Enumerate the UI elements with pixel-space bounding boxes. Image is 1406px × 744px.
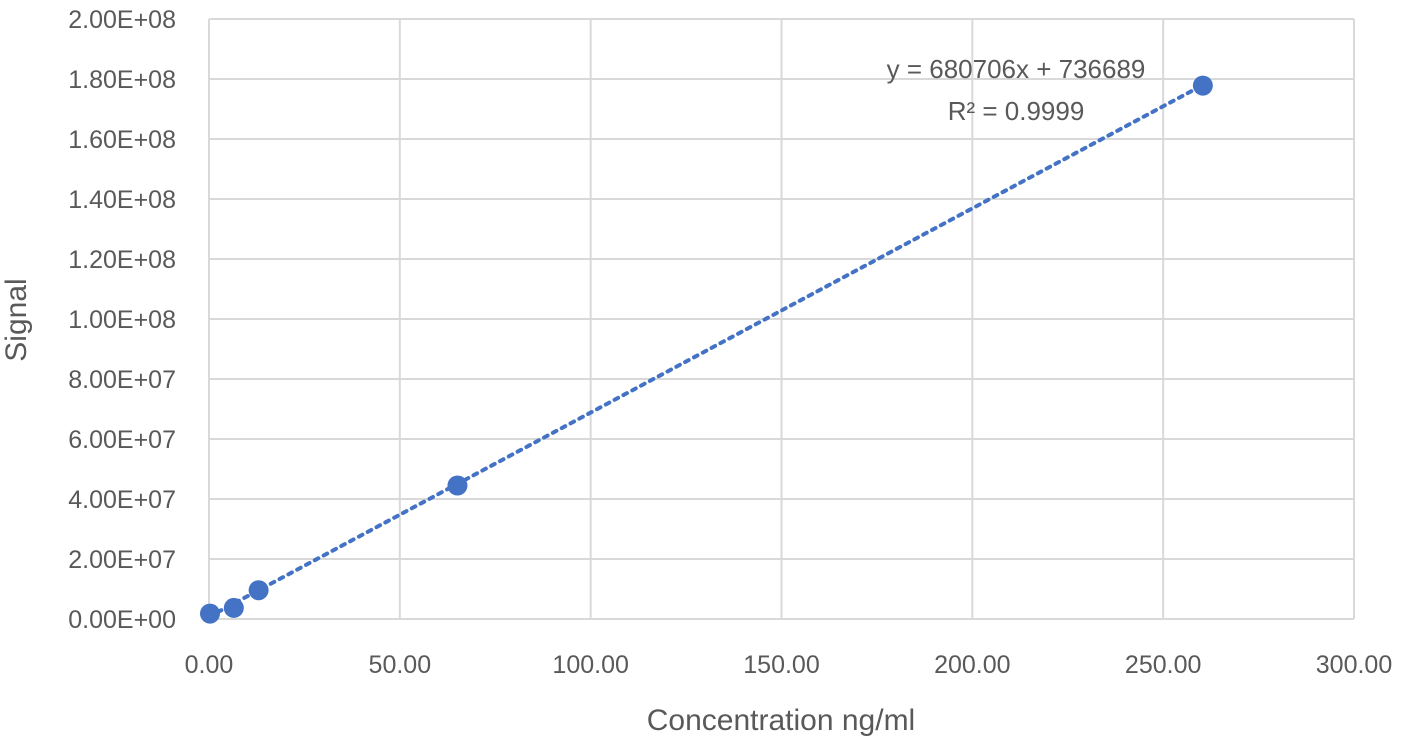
tick-labels: 0.00E+00 2.00E+07 4.00E+07 6.00E+07 8.00E+07… [68, 6, 1392, 679]
y-axis-title: Signal [0, 278, 33, 361]
y-tick-label: 1.40E+08 [68, 186, 176, 214]
y-tick-label: 1.00E+08 [68, 306, 176, 334]
x-tick-label: 100.00 [552, 651, 628, 679]
data-point [248, 580, 269, 601]
data-point [1192, 75, 1213, 96]
x-axis-title: Concentration ng/ml [647, 704, 915, 737]
x-tick-label: 50.00 [369, 651, 432, 679]
y-tick-label: 1.80E+08 [68, 66, 176, 94]
y-tick-label: 4.00E+07 [68, 486, 176, 514]
y-tick-label: 6.00E+07 [68, 426, 176, 454]
trendline-group [207, 83, 1205, 619]
trendline-equation: y = 680706x + 736689 [887, 54, 1146, 84]
trendline-r-squared: R² = 0.9999 [948, 96, 1085, 126]
y-tick-label: 1.20E+08 [68, 246, 176, 274]
data-point [447, 475, 468, 496]
y-tick-label: 1.60E+08 [68, 126, 176, 154]
data-points [199, 75, 1213, 624]
data-point [199, 603, 220, 624]
gridlines [209, 18, 1355, 619]
y-tick-label: 8.00E+07 [68, 366, 176, 394]
y-tick-label: 0.00E+00 [68, 606, 176, 634]
x-tick-label: 250.00 [1125, 651, 1201, 679]
x-tick-label: 300.00 [1316, 651, 1392, 679]
trendline [207, 83, 1205, 619]
y-tick-label: 2.00E+08 [68, 6, 176, 34]
x-tick-label: 0.00 [185, 651, 234, 679]
data-point [223, 597, 244, 618]
x-tick-label: 200.00 [934, 651, 1010, 679]
x-tick-label: 150.00 [743, 651, 819, 679]
y-tick-label: 2.00E+07 [68, 546, 176, 574]
axes [208, 19, 1354, 620]
